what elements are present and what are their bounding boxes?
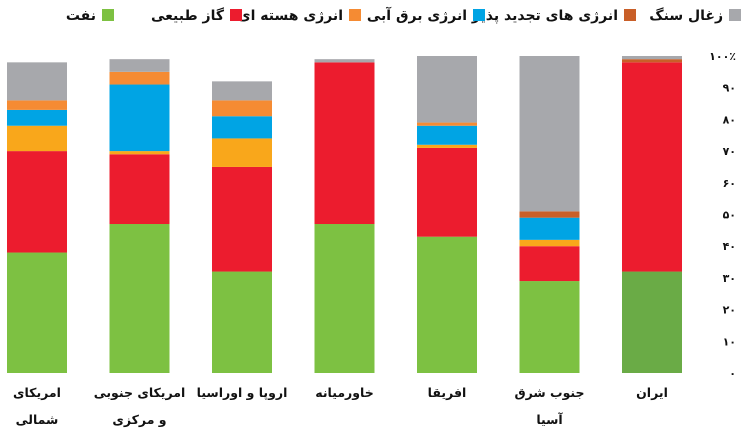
bar-segment [519, 217, 580, 240]
legend-label: انرژی برق آبی [367, 6, 467, 24]
bar-segment [109, 224, 170, 373]
x-tick-label: خاورمیانه [315, 385, 373, 400]
x-tick-label: امریکای جنوبی [94, 385, 186, 400]
bar-segment [212, 81, 272, 101]
x-tick-label: و مرکزی [112, 412, 166, 427]
bar-segment [7, 252, 67, 373]
x-tick-label: ایران [636, 385, 668, 400]
bar-segment [212, 116, 272, 139]
y-tick-label: ۲۰ [723, 304, 736, 317]
bar-segment [622, 59, 682, 63]
bar-segment [109, 154, 170, 225]
legend-swatch [102, 9, 114, 21]
x-tick-label: اروپا و اوراسیا [197, 385, 288, 400]
legend-swatch [729, 9, 741, 21]
bar-segment [314, 59, 375, 63]
bar-segment [7, 100, 67, 110]
y-tick-label: ۱۰۰٪ [709, 50, 736, 63]
x-tick-label: جنوب شرق [514, 385, 584, 400]
y-tick-label: ۴۰ [723, 240, 736, 253]
bar-segment [417, 144, 477, 148]
bar-segment [7, 125, 67, 152]
bar-segment [212, 271, 272, 373]
legend-label: انرژی هسته ای [238, 8, 343, 24]
bar-segment [109, 84, 170, 152]
bar-segment [109, 59, 170, 72]
x-tick-label: آسیا [536, 412, 563, 427]
bar-segment [212, 100, 272, 117]
bar-segment [417, 147, 477, 237]
bar-segment [519, 281, 580, 373]
bar-segment [622, 56, 682, 60]
legend-swatch [473, 9, 485, 21]
bar-segment [622, 62, 682, 272]
y-tick-label: ۰ [729, 367, 736, 380]
bar-segment [109, 71, 170, 85]
bar-segment [212, 138, 272, 167]
bar-segment [519, 56, 580, 212]
x-tick-label: شمالی [16, 412, 59, 427]
y-tick-label: ۹۰ [723, 82, 736, 95]
y-tick-label: ۳۰ [723, 272, 736, 285]
legend-swatch [624, 9, 636, 21]
bar-segment [109, 151, 170, 155]
bar-segment [212, 166, 272, 272]
legend-label: زغال سنگ [649, 7, 723, 24]
x-tick-label: افریقا [428, 385, 467, 400]
bar-segment [7, 151, 67, 253]
legend-label: انرژی های تجدید پذیر [471, 8, 618, 24]
legend-label: گاز طبیعی [151, 7, 225, 24]
x-tick-label: امریکای [13, 385, 61, 400]
legend-label: نفت [66, 8, 96, 24]
bar-segment [417, 56, 477, 123]
bar-segment [7, 62, 67, 101]
bar-segment [417, 236, 477, 373]
bar-segment [417, 122, 477, 126]
bar-segment [314, 62, 375, 225]
bars [7, 56, 682, 373]
bar-segment [417, 125, 477, 145]
y-tick-label: ۷۰ [723, 145, 736, 158]
legend-swatch [349, 9, 361, 21]
bar-segment [519, 239, 580, 247]
y-tick-label: ۱۰ [723, 335, 736, 348]
y-tick-label: ۶۰ [723, 177, 736, 190]
y-axis: ۱۰۰٪ ۹۰ ۸۰ ۷۰ ۶۰ ۵۰ ۴۰ ۳۰ ۲۰ ۱۰ ۰ [709, 50, 736, 380]
bar-segment [519, 211, 580, 218]
y-tick-label: ۸۰ [723, 113, 736, 126]
bar-segment [622, 271, 682, 373]
bar-segment [519, 246, 580, 282]
legend-swatch [230, 9, 242, 21]
bar-segment [7, 109, 67, 126]
bar-segment [314, 224, 375, 373]
y-tick-label: ۵۰ [723, 209, 736, 222]
x-axis: امریکای شمالی امریکای جنوبی و مرکزی اروپا و … [13, 385, 668, 427]
